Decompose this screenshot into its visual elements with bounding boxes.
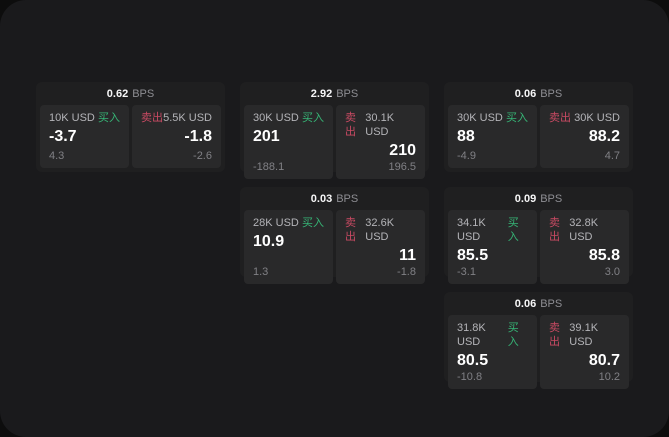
buy-quote-tile[interactable]: 31.8K USD 买入 80.5 -10.8 bbox=[448, 315, 537, 389]
buy-notional-label: 30K USD bbox=[253, 112, 299, 124]
buy-notional-label: 10K USD bbox=[49, 112, 95, 124]
bps-value: 0.06 bbox=[514, 297, 537, 310]
buy-quote-tile[interactable]: 30K USD 买入 201 -188.1 bbox=[244, 105, 333, 179]
sell-quote-tile[interactable]: 卖出 30K USD 88.2 4.7 bbox=[540, 105, 629, 168]
buy-notional-label: 34.1K USD bbox=[457, 217, 486, 243]
bps-header: 0.09 BPS bbox=[444, 187, 633, 210]
sell-price-value: -1.8 bbox=[184, 128, 212, 145]
bps-header: 0.06 BPS bbox=[444, 292, 633, 315]
buy-change-value: 1.3 bbox=[253, 266, 269, 278]
sell-notional-label: 32.6K USD bbox=[365, 217, 395, 243]
sell-quote-tile[interactable]: 卖出 32.8K USD 85.8 3.0 bbox=[540, 210, 629, 284]
buy-notional-label: 30K USD bbox=[457, 112, 503, 124]
buy-price-value: -3.7 bbox=[49, 128, 77, 145]
buy-notional-label: 28K USD bbox=[253, 217, 299, 229]
bps-header: 0.62 BPS bbox=[36, 82, 225, 105]
buy-side-label: 买入 bbox=[507, 322, 519, 348]
quote-panels: 30K USD 买入 88 -4.9 卖出 30K USD 88.2 4.7 bbox=[448, 105, 629, 168]
sell-quote-tile[interactable]: 卖出 39.1K USD 80.7 10.2 bbox=[540, 315, 629, 389]
sell-price-value: 80.7 bbox=[588, 352, 620, 369]
bps-value: 0.06 bbox=[514, 87, 537, 100]
bps-unit-label: BPS bbox=[336, 87, 359, 100]
quote-grid: 0.62 BPS 10K USD 买入 -3.7 4.3 卖出 5.5K USD bbox=[36, 82, 633, 389]
quote-panels: 31.8K USD 买入 80.5 -10.8 卖出 39.1K USD 80.… bbox=[448, 315, 629, 389]
buy-change-value: 4.3 bbox=[49, 150, 65, 162]
sell-quote-tile[interactable]: 卖出 32.6K USD 11 -1.8 bbox=[336, 210, 425, 284]
buy-change-value: -10.8 bbox=[457, 371, 483, 383]
sell-change-value: -1.8 bbox=[397, 266, 416, 278]
buy-side-label: 买入 bbox=[98, 112, 120, 124]
bps-header: 0.06 BPS bbox=[444, 82, 633, 105]
buy-quote-tile[interactable]: 10K USD 买入 -3.7 4.3 bbox=[40, 105, 129, 168]
sell-side-label: 卖出 bbox=[549, 217, 560, 243]
bps-value: 0.09 bbox=[514, 192, 537, 205]
buy-side-label: 买入 bbox=[507, 217, 519, 243]
sell-price-value: 85.8 bbox=[588, 247, 620, 264]
sell-side-label: 卖出 bbox=[549, 112, 571, 124]
quote-panels: 34.1K USD 买入 85.5 -3.1 卖出 32.8K USD 85.8… bbox=[448, 210, 629, 284]
sell-price-value: 11 bbox=[399, 247, 416, 264]
bps-value: 0.03 bbox=[310, 192, 333, 205]
sell-side-label: 卖出 bbox=[345, 112, 356, 138]
buy-side-label: 买入 bbox=[302, 112, 324, 124]
bps-unit-label: BPS bbox=[132, 87, 155, 100]
buy-price-value: 80.5 bbox=[457, 352, 489, 369]
quote-card: 2.92 BPS 30K USD 买入 201 -188.1 卖出 30.1K … bbox=[240, 82, 429, 179]
buy-notional-label: 31.8K USD bbox=[457, 322, 486, 348]
quote-panels: 10K USD 买入 -3.7 4.3 卖出 5.5K USD -1.8 -2.… bbox=[40, 105, 221, 168]
sell-price-value: 88.2 bbox=[588, 128, 620, 145]
buy-side-label: 买入 bbox=[302, 217, 324, 229]
quote-panels: 28K USD 买入 10.9 1.3 卖出 32.6K USD 11 -1.8 bbox=[244, 210, 425, 284]
sell-side-label: 卖出 bbox=[549, 322, 560, 348]
bps-header: 0.03 BPS bbox=[240, 187, 429, 210]
sell-notional-label: 5.5K USD bbox=[163, 112, 212, 124]
buy-change-value: -188.1 bbox=[253, 161, 285, 173]
sell-notional-label: 32.8K USD bbox=[569, 217, 599, 243]
sell-quote-tile[interactable]: 卖出 5.5K USD -1.8 -2.6 bbox=[132, 105, 221, 168]
bps-value: 0.62 bbox=[106, 87, 129, 100]
bps-unit-label: BPS bbox=[336, 192, 359, 205]
sell-side-label: 卖出 bbox=[345, 217, 356, 243]
bps-unit-label: BPS bbox=[540, 87, 563, 100]
bps-unit-label: BPS bbox=[540, 192, 563, 205]
quote-card: 0.06 BPS 31.8K USD 买入 80.5 -10.8 卖出 39.1… bbox=[444, 292, 633, 389]
buy-quote-tile[interactable]: 28K USD 买入 10.9 1.3 bbox=[244, 210, 333, 284]
buy-price-value: 10.9 bbox=[253, 233, 285, 250]
sell-change-value: 4.7 bbox=[604, 150, 620, 162]
sell-price-value: 210 bbox=[389, 142, 416, 159]
bps-unit-label: BPS bbox=[540, 297, 563, 310]
sell-change-value: 3.0 bbox=[604, 266, 620, 278]
buy-quote-tile[interactable]: 34.1K USD 买入 85.5 -3.1 bbox=[448, 210, 537, 284]
buy-change-value: -4.9 bbox=[457, 150, 476, 162]
sell-side-label: 卖出 bbox=[141, 112, 163, 124]
quote-card: 0.62 BPS 10K USD 买入 -3.7 4.3 卖出 5.5K USD bbox=[36, 82, 225, 172]
bps-value: 2.92 bbox=[310, 87, 333, 100]
quote-card: 0.06 BPS 30K USD 买入 88 -4.9 卖出 30K USD bbox=[444, 82, 633, 172]
quote-card: 0.03 BPS 28K USD 买入 10.9 1.3 卖出 32.6K US… bbox=[240, 187, 429, 284]
sell-quote-tile[interactable]: 卖出 30.1K USD 210 196.5 bbox=[336, 105, 425, 179]
sell-change-value: 196.5 bbox=[388, 161, 416, 173]
buy-price-value: 201 bbox=[253, 128, 280, 145]
buy-quote-tile[interactable]: 30K USD 买入 88 -4.9 bbox=[448, 105, 537, 168]
sell-notional-label: 30K USD bbox=[574, 112, 620, 124]
buy-price-value: 85.5 bbox=[457, 247, 489, 264]
sell-notional-label: 30.1K USD bbox=[365, 112, 395, 138]
buy-side-label: 买入 bbox=[506, 112, 528, 124]
buy-price-value: 88 bbox=[457, 128, 475, 145]
buy-change-value: -3.1 bbox=[457, 266, 476, 278]
sell-change-value: -2.6 bbox=[193, 150, 212, 162]
sell-change-value: 10.2 bbox=[598, 371, 620, 383]
quote-panels: 30K USD 买入 201 -188.1 卖出 30.1K USD 210 1… bbox=[244, 105, 425, 179]
quote-card: 0.09 BPS 34.1K USD 买入 85.5 -3.1 卖出 32.8K… bbox=[444, 187, 633, 284]
bps-header: 2.92 BPS bbox=[240, 82, 429, 105]
sell-notional-label: 39.1K USD bbox=[569, 322, 599, 348]
